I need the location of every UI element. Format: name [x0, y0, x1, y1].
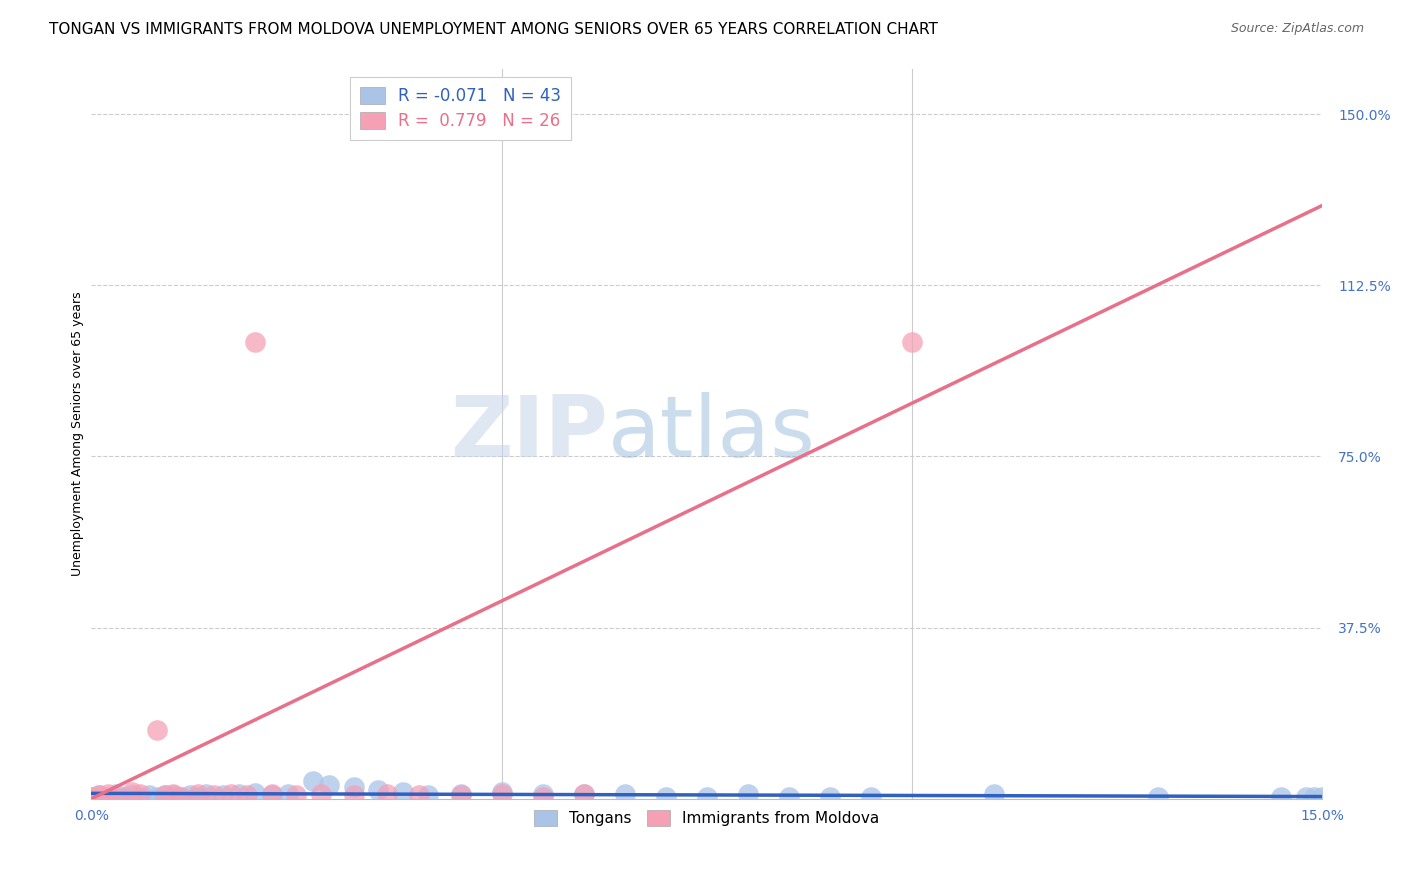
Point — [153, 788, 176, 802]
Point — [179, 788, 201, 802]
Point — [491, 787, 513, 801]
Point — [236, 788, 259, 802]
Point — [301, 773, 323, 788]
Point — [121, 785, 143, 799]
Point — [211, 788, 233, 802]
Point — [146, 789, 169, 804]
Point — [1310, 789, 1333, 804]
Point — [170, 789, 193, 804]
Point — [1147, 789, 1170, 804]
Point — [450, 787, 472, 801]
Point — [531, 789, 554, 804]
Point — [367, 782, 389, 797]
Point — [277, 787, 299, 801]
Point — [375, 787, 398, 801]
Text: ZIP: ZIP — [450, 392, 609, 475]
Point — [392, 785, 415, 799]
Point — [696, 789, 718, 804]
Point — [97, 789, 120, 804]
Point — [121, 788, 143, 802]
Point — [138, 788, 160, 802]
Point — [219, 787, 242, 801]
Point — [416, 788, 439, 802]
Point — [983, 787, 1005, 801]
Point — [202, 788, 225, 802]
Point — [112, 789, 135, 804]
Text: atlas: atlas — [609, 392, 817, 475]
Point — [260, 788, 283, 802]
Text: TONGAN VS IMMIGRANTS FROM MOLDOVA UNEMPLOYMENT AMONG SENIORS OVER 65 YEARS CORRE: TONGAN VS IMMIGRANTS FROM MOLDOVA UNEMPL… — [49, 22, 938, 37]
Point — [737, 787, 759, 801]
Point — [531, 787, 554, 801]
Point — [245, 335, 267, 350]
Point — [170, 789, 193, 804]
Point — [901, 335, 924, 350]
Point — [153, 788, 176, 802]
Point — [491, 785, 513, 799]
Point — [1303, 789, 1326, 804]
Point — [613, 787, 636, 801]
Point — [818, 789, 841, 804]
Point — [187, 789, 209, 804]
Point — [260, 787, 283, 801]
Point — [343, 788, 366, 802]
Point — [80, 789, 103, 804]
Point — [572, 787, 595, 801]
Point — [228, 787, 250, 801]
Point — [1295, 789, 1317, 804]
Point — [343, 780, 366, 795]
Text: Source: ZipAtlas.com: Source: ZipAtlas.com — [1230, 22, 1364, 36]
Point — [80, 789, 103, 804]
Point — [572, 787, 595, 801]
Point — [89, 788, 111, 802]
Point — [450, 788, 472, 802]
Point — [859, 789, 882, 804]
Point — [97, 787, 120, 801]
Point — [104, 787, 127, 801]
Point — [187, 787, 209, 801]
Point — [104, 789, 127, 804]
Point — [654, 789, 676, 804]
Point — [1270, 789, 1292, 804]
Point — [408, 788, 430, 802]
Point — [245, 786, 267, 800]
Point — [778, 789, 800, 804]
Point — [89, 788, 111, 802]
Legend: Tongans, Immigrants from Moldova: Tongans, Immigrants from Moldova — [524, 801, 889, 835]
Y-axis label: Unemployment Among Seniors over 65 years: Unemployment Among Seniors over 65 years — [72, 292, 84, 576]
Point — [129, 787, 152, 801]
Point — [285, 788, 308, 802]
Point — [318, 778, 340, 792]
Point — [162, 788, 184, 802]
Point — [309, 787, 332, 801]
Point — [195, 787, 218, 801]
Point — [162, 787, 184, 801]
Point — [129, 789, 152, 804]
Point — [146, 723, 169, 738]
